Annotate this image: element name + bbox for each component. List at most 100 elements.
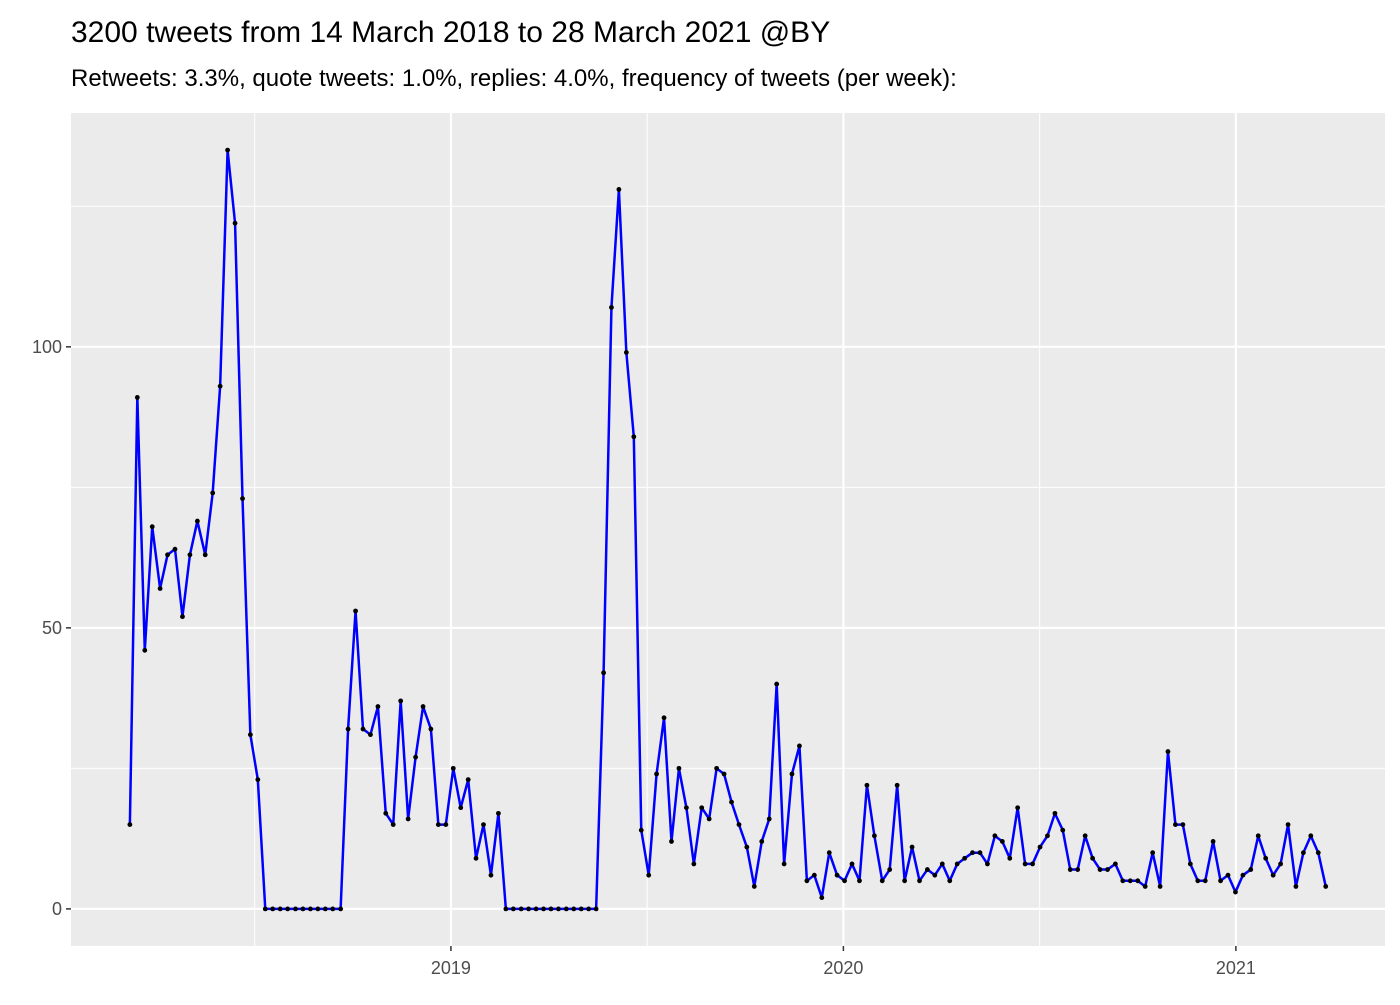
data-point bbox=[985, 861, 990, 867]
data-point bbox=[1037, 844, 1043, 850]
data-point bbox=[526, 906, 532, 912]
data-point bbox=[518, 906, 524, 912]
data-point bbox=[970, 850, 975, 856]
data-point bbox=[300, 906, 306, 912]
data-point bbox=[217, 383, 223, 389]
data-point bbox=[232, 220, 238, 226]
data-point bbox=[631, 434, 637, 440]
data-point bbox=[1015, 805, 1021, 811]
data-point bbox=[1097, 867, 1103, 872]
data-point bbox=[706, 816, 712, 822]
data-point bbox=[1248, 867, 1254, 872]
data-point bbox=[338, 906, 344, 912]
data-point bbox=[481, 822, 486, 827]
data-point bbox=[947, 878, 953, 884]
data-point bbox=[623, 350, 629, 355]
data-point bbox=[1218, 878, 1223, 884]
data-point bbox=[661, 715, 667, 721]
data-point bbox=[1315, 850, 1321, 856]
data-point bbox=[586, 906, 592, 912]
data-point bbox=[729, 799, 734, 805]
data-point bbox=[781, 861, 787, 867]
series-line bbox=[128, 148, 1327, 911]
data-point bbox=[1293, 884, 1299, 889]
data-point bbox=[187, 552, 193, 558]
data-point bbox=[556, 906, 561, 912]
data-point bbox=[322, 906, 328, 912]
data-point bbox=[917, 878, 922, 884]
data-point bbox=[149, 524, 155, 530]
data-point bbox=[616, 187, 622, 192]
data-point bbox=[646, 872, 652, 878]
data-point bbox=[420, 704, 426, 709]
data-point bbox=[1210, 839, 1216, 844]
data-point bbox=[571, 906, 577, 912]
data-point bbox=[759, 839, 765, 844]
data-point bbox=[789, 771, 795, 777]
data-point bbox=[826, 850, 832, 856]
data-point bbox=[1105, 867, 1110, 872]
data-point bbox=[669, 839, 674, 844]
data-point bbox=[255, 777, 261, 783]
data-point bbox=[811, 872, 817, 878]
data-point bbox=[894, 782, 900, 788]
data-point bbox=[277, 906, 283, 912]
data-point bbox=[293, 906, 298, 912]
y-tick-label: 100 bbox=[32, 337, 62, 357]
data-point bbox=[691, 861, 697, 867]
data-point bbox=[992, 833, 998, 839]
data-point bbox=[804, 878, 810, 884]
data-point bbox=[458, 805, 464, 811]
data-point bbox=[1165, 749, 1171, 754]
data-point bbox=[879, 878, 885, 884]
data-point bbox=[165, 552, 170, 558]
data-point bbox=[465, 777, 471, 783]
data-point bbox=[1052, 810, 1058, 816]
data-point bbox=[450, 765, 456, 771]
data-point bbox=[496, 810, 501, 816]
data-point bbox=[1240, 872, 1246, 878]
data-point bbox=[1112, 861, 1118, 867]
data-point bbox=[473, 855, 479, 861]
data-point bbox=[1067, 867, 1073, 872]
data-point bbox=[202, 552, 208, 558]
data-point bbox=[1308, 833, 1314, 839]
data-point bbox=[1127, 878, 1133, 884]
data-point bbox=[262, 906, 268, 912]
data-point bbox=[1157, 884, 1163, 889]
data-point bbox=[225, 147, 230, 153]
data-point bbox=[563, 906, 569, 912]
data-point bbox=[849, 861, 855, 867]
chart-subtitle: Retweets: 3.3%, quote tweets: 1.0%, repl… bbox=[71, 65, 957, 92]
data-point bbox=[390, 822, 396, 827]
data-point bbox=[736, 822, 742, 827]
data-point bbox=[699, 805, 705, 811]
data-point bbox=[503, 906, 509, 912]
data-point bbox=[1270, 872, 1276, 878]
data-point bbox=[1173, 822, 1178, 827]
data-point bbox=[638, 827, 644, 833]
data-point bbox=[962, 855, 968, 861]
data-point bbox=[194, 518, 200, 524]
data-point bbox=[435, 822, 441, 827]
data-point bbox=[1278, 861, 1284, 867]
data-point bbox=[902, 878, 908, 884]
data-point bbox=[398, 698, 404, 704]
data-point bbox=[609, 305, 614, 310]
data-point bbox=[315, 906, 321, 912]
data-point bbox=[857, 878, 862, 884]
data-point bbox=[488, 872, 494, 878]
data-point bbox=[180, 614, 185, 620]
data-point bbox=[1150, 850, 1156, 856]
data-point bbox=[797, 743, 802, 749]
data-point bbox=[593, 906, 599, 912]
data-point bbox=[751, 884, 757, 889]
data-point bbox=[510, 906, 516, 912]
y-tick-label: 50 bbox=[42, 618, 62, 638]
data-point bbox=[721, 771, 727, 777]
data-point bbox=[428, 726, 434, 732]
data-point bbox=[353, 608, 358, 614]
data-point bbox=[172, 546, 178, 552]
